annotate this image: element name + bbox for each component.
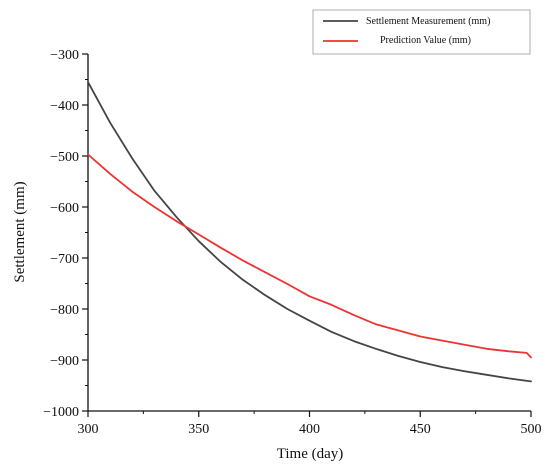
- x-tick-label: 350: [188, 422, 209, 437]
- legend: Settlement Measurement (mm) Prediction V…: [312, 9, 531, 55]
- y-tick-label: −700: [50, 252, 79, 267]
- y-axis-title: Settlement (mm): [12, 181, 28, 282]
- series-layer: [87, 81, 532, 383]
- ticks: −300 −400 −500 −600 −700 −800 −900 −1000 300 350 4…: [43, 48, 541, 437]
- y-tick-label: −800: [50, 303, 79, 318]
- legend-box: [312, 9, 531, 55]
- x-tick-label: 500: [521, 422, 542, 437]
- axes: [87, 54, 531, 412]
- y-tick-label: −500: [50, 150, 79, 165]
- x-tick-label: 400: [299, 422, 320, 437]
- y-tick-label: −1000: [43, 405, 79, 420]
- legend-label-prediction: Prediction Value (mm): [380, 35, 471, 46]
- y-tick-label: −900: [50, 354, 79, 369]
- y-tick-label: −300: [50, 48, 79, 63]
- series-line-prediction: [87, 153, 532, 359]
- series-line-measurement: [87, 81, 532, 383]
- x-tick-label: 450: [410, 422, 431, 437]
- y-tick-label: −400: [50, 99, 79, 114]
- x-axis-title: Time (day): [277, 446, 344, 462]
- x-tick-label: 300: [78, 422, 99, 437]
- legend-label-measurement: Settlement Measurement (mm): [366, 16, 490, 27]
- y-tick-label: −600: [50, 201, 79, 216]
